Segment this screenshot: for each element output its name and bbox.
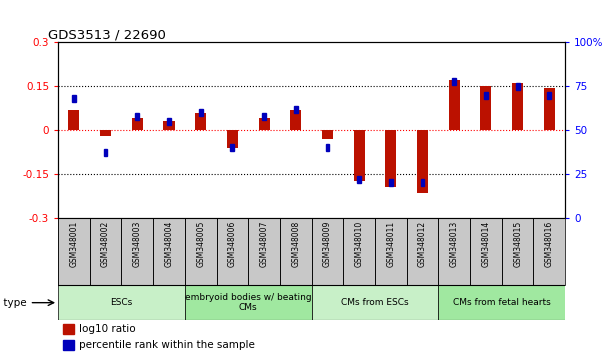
Text: CMs from ESCs: CMs from ESCs bbox=[341, 298, 409, 307]
Text: GSM348007: GSM348007 bbox=[260, 221, 269, 268]
Bar bbox=[439, 285, 565, 320]
Text: GSM348003: GSM348003 bbox=[133, 221, 142, 268]
Bar bbox=[484, 92, 488, 98]
Bar bbox=[544, 88, 555, 130]
Text: embryoid bodies w/ beating
CMs: embryoid bodies w/ beating CMs bbox=[185, 293, 312, 312]
Bar bbox=[452, 78, 456, 85]
Text: GSM348008: GSM348008 bbox=[291, 221, 300, 267]
Bar bbox=[312, 218, 343, 285]
Text: GSM348002: GSM348002 bbox=[101, 221, 110, 267]
Bar bbox=[375, 218, 407, 285]
Bar bbox=[420, 179, 425, 186]
Text: GSM348005: GSM348005 bbox=[196, 221, 205, 268]
Bar bbox=[153, 218, 185, 285]
Bar bbox=[386, 130, 397, 187]
Bar bbox=[280, 218, 312, 285]
Bar bbox=[354, 130, 365, 181]
Bar bbox=[357, 176, 361, 183]
Bar bbox=[63, 340, 75, 350]
Bar bbox=[90, 218, 122, 285]
Bar bbox=[195, 113, 207, 130]
Bar bbox=[502, 218, 533, 285]
Text: GSM348016: GSM348016 bbox=[545, 221, 554, 267]
Text: GSM348001: GSM348001 bbox=[70, 221, 78, 267]
Text: cell type: cell type bbox=[0, 298, 26, 308]
Bar bbox=[216, 218, 248, 285]
Text: GSM348012: GSM348012 bbox=[418, 221, 427, 267]
Bar bbox=[326, 144, 329, 151]
Text: GSM348011: GSM348011 bbox=[386, 221, 395, 267]
Bar bbox=[290, 110, 301, 130]
Text: ESCs: ESCs bbox=[111, 298, 133, 307]
Bar bbox=[417, 130, 428, 193]
Bar bbox=[516, 83, 519, 90]
Bar bbox=[407, 218, 439, 285]
Text: GSM348014: GSM348014 bbox=[481, 221, 491, 267]
Bar bbox=[262, 113, 266, 120]
Text: GSM348004: GSM348004 bbox=[164, 221, 174, 268]
Bar bbox=[322, 130, 333, 139]
Bar bbox=[448, 80, 460, 130]
Text: GSM348009: GSM348009 bbox=[323, 221, 332, 268]
Text: percentile rank within the sample: percentile rank within the sample bbox=[79, 340, 255, 350]
Bar bbox=[136, 113, 139, 120]
Bar bbox=[389, 179, 393, 186]
Bar bbox=[248, 218, 280, 285]
Bar bbox=[343, 218, 375, 285]
Bar bbox=[58, 218, 90, 285]
Bar bbox=[167, 118, 171, 125]
Bar bbox=[163, 121, 175, 130]
Bar bbox=[547, 92, 551, 98]
Bar bbox=[104, 149, 108, 156]
Bar bbox=[185, 285, 312, 320]
Text: CMs from fetal hearts: CMs from fetal hearts bbox=[453, 298, 551, 307]
Bar bbox=[63, 324, 75, 335]
Bar bbox=[258, 119, 269, 130]
Bar bbox=[185, 218, 216, 285]
Bar bbox=[439, 218, 470, 285]
Bar bbox=[72, 95, 76, 102]
Bar bbox=[227, 130, 238, 148]
Bar bbox=[100, 130, 111, 136]
Text: GSM348010: GSM348010 bbox=[354, 221, 364, 267]
Bar bbox=[58, 285, 185, 320]
Text: GSM348015: GSM348015 bbox=[513, 221, 522, 267]
Bar bbox=[122, 218, 153, 285]
Bar bbox=[132, 119, 143, 130]
Bar bbox=[470, 218, 502, 285]
Bar bbox=[480, 86, 491, 130]
Bar bbox=[68, 110, 79, 130]
Text: GDS3513 / 22690: GDS3513 / 22690 bbox=[48, 28, 166, 41]
Bar bbox=[533, 218, 565, 285]
Bar bbox=[294, 105, 298, 113]
Bar bbox=[512, 84, 523, 130]
Bar bbox=[312, 285, 439, 320]
Bar bbox=[199, 109, 203, 116]
Text: GSM348013: GSM348013 bbox=[450, 221, 459, 267]
Text: log10 ratio: log10 ratio bbox=[79, 325, 136, 335]
Text: GSM348006: GSM348006 bbox=[228, 221, 237, 268]
Bar bbox=[230, 144, 234, 151]
